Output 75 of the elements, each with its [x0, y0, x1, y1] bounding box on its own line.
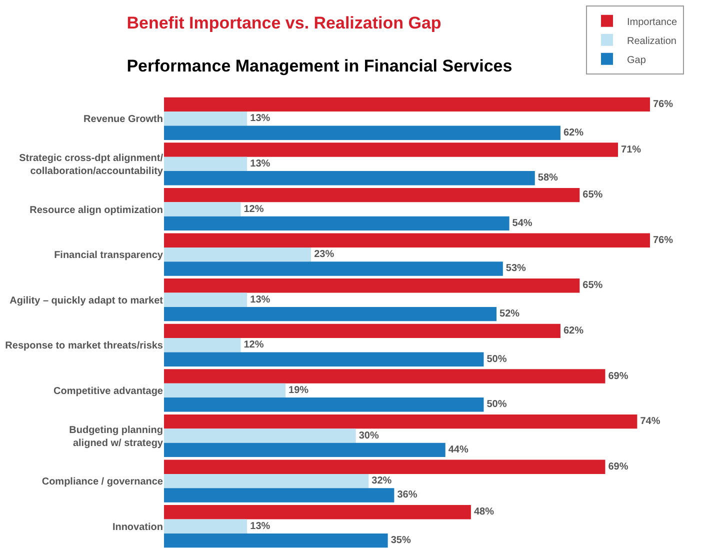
- bar: [164, 460, 606, 474]
- y-tick-label: Agility – quickly adapt to market: [10, 295, 164, 306]
- bar: [164, 216, 510, 231]
- data-label: 23%: [314, 249, 334, 260]
- data-label: 53%: [506, 263, 526, 274]
- bar: [164, 292, 248, 307]
- data-label: 19%: [288, 384, 309, 396]
- data-label: 50%: [486, 354, 507, 365]
- bar: [164, 442, 446, 458]
- bar: [164, 112, 248, 126]
- bar: [164, 126, 560, 140]
- data-label: 13%: [250, 158, 270, 170]
- y-tick-label: Competitive advantage: [54, 386, 164, 397]
- data-label: 30%: [358, 430, 379, 442]
- bar: [164, 142, 618, 157]
- bar: [164, 505, 471, 520]
- data-label: 74%: [640, 416, 660, 428]
- y-tick-label: Strategic cross-dpt alignment/ collaboration/accountability: [19, 152, 164, 177]
- y-tick-label: Revenue Growth: [84, 114, 163, 126]
- y-tick-label: Resource align optimization: [30, 204, 163, 216]
- data-label: 62%: [563, 325, 584, 336]
- legend-label: Gap: [627, 54, 646, 66]
- data-label: 12%: [244, 340, 264, 351]
- y-tick-label: Financial transparency: [54, 250, 164, 262]
- y-tick-label: Response to market threats/risks: [5, 340, 164, 352]
- bar: [164, 428, 356, 443]
- bar: [164, 202, 241, 216]
- legend-label: Realization: [627, 36, 676, 47]
- bar: [164, 369, 606, 384]
- bar: [164, 97, 650, 112]
- bar: [164, 156, 248, 172]
- bar: [164, 262, 503, 276]
- bar: [164, 278, 580, 293]
- data-label: 50%: [486, 399, 507, 410]
- bar: [164, 488, 394, 502]
- bar: [164, 247, 312, 262]
- data-label: 32%: [372, 476, 392, 487]
- bar: [164, 519, 248, 534]
- data-label: 36%: [397, 490, 418, 501]
- bar: [164, 533, 388, 548]
- data-label: 69%: [608, 370, 628, 382]
- data-label: 76%: [652, 98, 674, 110]
- data-label: 13%: [250, 294, 270, 306]
- bar: [164, 414, 638, 429]
- data-label: 44%: [448, 444, 468, 456]
- bar: [164, 233, 650, 248]
- data-label: 62%: [563, 127, 584, 138]
- data-label: 12%: [244, 204, 264, 215]
- data-label: 69%: [608, 461, 628, 472]
- chart-title: Benefit Importance vs. Realization Gap: [126, 14, 442, 33]
- data-label: 48%: [474, 506, 494, 518]
- data-label: 76%: [652, 234, 674, 246]
- data-label: 35%: [390, 535, 411, 546]
- data-label: 13%: [250, 113, 270, 124]
- y-tick-label: Budgeting planning aligned w/ strategy: [69, 424, 164, 449]
- data-label: 65%: [582, 190, 603, 201]
- data-label: 13%: [250, 520, 270, 532]
- data-label: 52%: [500, 308, 520, 320]
- bar: [164, 171, 535, 186]
- bar: [164, 338, 241, 352]
- bar: [164, 474, 369, 488]
- data-label: 54%: [512, 218, 532, 229]
- bar: [164, 352, 484, 366]
- legend-label: Importance: [627, 16, 678, 28]
- bar: [164, 324, 560, 338]
- y-tick-label: Compliance / governance: [42, 476, 164, 488]
- bar: [164, 398, 484, 412]
- bar: [164, 306, 497, 322]
- data-label: 58%: [538, 172, 558, 184]
- bar: [164, 188, 580, 202]
- chart-subtitle: Performance Management in Financial Services: [126, 56, 512, 76]
- y-tick-label: Innovation: [112, 522, 163, 533]
- data-label: 71%: [621, 144, 642, 156]
- data-label: 65%: [582, 280, 603, 292]
- bar: [164, 383, 286, 398]
